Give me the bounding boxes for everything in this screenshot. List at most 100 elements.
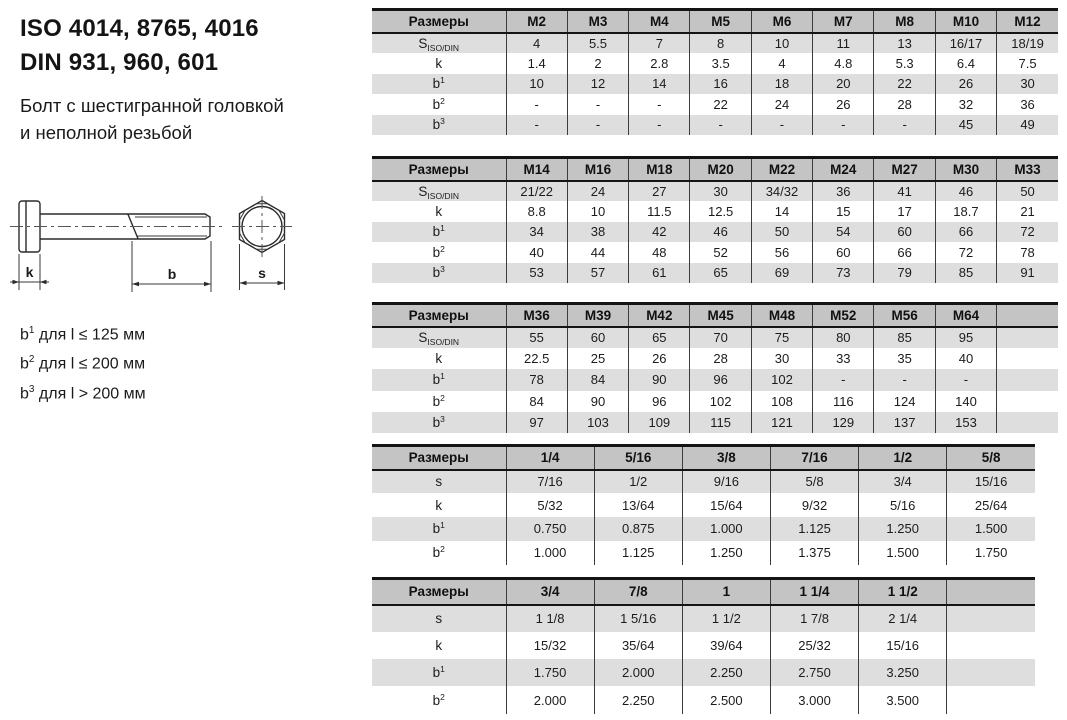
value-cell: 21 [996, 201, 1058, 222]
value-cell: 5.5 [566, 32, 629, 53]
value-cell: 1/2 [593, 469, 683, 494]
value-cell: 30 [996, 73, 1058, 94]
column-header: M36 [505, 303, 568, 328]
value-cell: 54 [812, 221, 874, 242]
column-header: M24 [812, 157, 874, 182]
value-cell: 15/32 [505, 631, 595, 660]
value-cell: 15/16 [946, 469, 1035, 494]
value-cell: 14 [750, 201, 813, 222]
bolt-end-view: s [232, 196, 292, 290]
value-cell: - [812, 369, 874, 391]
column-header: M12 [996, 9, 1058, 34]
value-cell: 18 [750, 73, 813, 94]
value-cell: - [934, 369, 997, 391]
value-cell: 7/16 [505, 469, 595, 494]
bolt-side-view: k b [10, 200, 224, 292]
row-label: b3 [432, 264, 445, 281]
value-cell: 115 [689, 412, 752, 434]
column-header: M27 [873, 157, 936, 182]
value-cell: 48 [628, 242, 690, 263]
table-imperial-large: Размеры 3/4 7/8 1 1 1/4 1 1/2 s 1 1/8 1 5/16 1 1/… [372, 577, 1035, 714]
value-cell: 70 [689, 326, 752, 348]
column-header: M64 [934, 303, 997, 328]
value-cell: 22 [873, 73, 936, 94]
column-header: 1 1/4 [769, 578, 859, 606]
value-cell: 18.7 [934, 201, 997, 222]
value-cell: 65 [628, 326, 690, 348]
value-cell: 61 [628, 262, 690, 283]
value-cell: 85 [873, 326, 936, 348]
table-row: b2- - -22 24 26 28 32 36 [372, 94, 1058, 115]
row-label: b1 [432, 223, 445, 240]
value-cell: 41 [873, 180, 936, 201]
column-header: M42 [628, 303, 690, 328]
footnote-b2: b2 для l ≤ 200 мм [20, 354, 146, 373]
value-cell: 15/64 [681, 493, 771, 518]
dim-label-s: s [258, 265, 266, 281]
dim-label-b: b [168, 266, 177, 282]
value-cell: 9/16 [681, 469, 771, 494]
value-cell: 16 [689, 73, 752, 94]
table-row: b2 84 90 96 102 108 116 124 140 [372, 390, 1058, 413]
row-label: b3 [432, 116, 445, 133]
header-row: Размеры M2 M3 M4 M5 M6 M7 M8 M10 M12 [372, 9, 1058, 34]
value-cell: 2.000 [505, 686, 595, 714]
value-cell: - [812, 114, 874, 135]
row-label: b2 [432, 95, 445, 112]
value-cell: 1.750 [505, 659, 595, 687]
value-cell: 8.8 [505, 201, 568, 222]
column-header: M56 [873, 303, 936, 328]
header-row: Размеры 3/4 7/8 1 1 1/4 1 1/2 [372, 578, 1035, 606]
value-cell: 26 [628, 347, 690, 370]
value-cell: 4 [750, 53, 813, 74]
column-header: M52 [812, 303, 874, 328]
value-cell: 2.750 [769, 659, 859, 687]
value-cell: 46 [934, 180, 997, 201]
column-header: M22 [750, 157, 813, 182]
value-cell: 36 [812, 180, 874, 201]
column-header [946, 578, 1035, 606]
column-header: Размеры [372, 157, 506, 182]
value-cell: 1.000 [505, 540, 595, 565]
value-cell: 90 [566, 390, 629, 413]
table-row: b1 10 12 14 16 18 20 22 26 30 [372, 73, 1058, 94]
value-cell: 32 [934, 94, 997, 115]
value-cell: 52 [689, 242, 752, 263]
value-cell: 0.875 [593, 517, 683, 541]
value-cell: 73 [812, 262, 874, 283]
value-cell: 96 [628, 390, 690, 413]
value-cell: 1.500 [858, 540, 947, 565]
value-cell: 84 [505, 390, 568, 413]
value-cell: - [873, 369, 936, 391]
value-cell: 140 [934, 390, 997, 413]
row-label: s [435, 474, 443, 490]
row-label: k [435, 637, 443, 653]
value-cell: 20 [812, 73, 874, 94]
title-din: DIN 931, 960, 601 [20, 49, 219, 76]
column-header: M33 [996, 157, 1058, 182]
value-cell: 14 [628, 73, 690, 94]
value-cell: 40 [505, 242, 568, 263]
value-cell: 102 [750, 369, 813, 391]
value-cell: 25 [566, 347, 629, 370]
value-cell: 1 5/16 [593, 604, 683, 632]
value-cell: 34/32 [750, 180, 813, 201]
column-header: M6 [750, 9, 813, 34]
value-cell: 18/19 [996, 32, 1058, 53]
value-cell: 3/4 [858, 469, 947, 494]
table-row: b2 40 44 48 52 56 60 66 72 78 [372, 242, 1058, 263]
value-cell: 60 [873, 221, 936, 242]
value-cell: 35 [873, 347, 936, 370]
value-cell: 72 [996, 221, 1058, 242]
value-cell: 39/64 [681, 631, 771, 660]
value-cell: 15 [812, 201, 874, 222]
value-cell [946, 604, 1035, 632]
value-cell: 7 [628, 32, 690, 53]
row-label: k [435, 55, 443, 71]
value-cell: 95 [934, 326, 997, 348]
table-imperial-small: Размеры 1/4 5/16 3/8 7/16 1/2 5/8 s 7/16 1/2 9/16 5… [372, 444, 1035, 565]
value-cell: 9/32 [769, 493, 859, 518]
value-cell: 3.250 [858, 659, 947, 687]
column-header: 3/4 [505, 578, 595, 606]
column-header: 1/4 [505, 445, 595, 471]
